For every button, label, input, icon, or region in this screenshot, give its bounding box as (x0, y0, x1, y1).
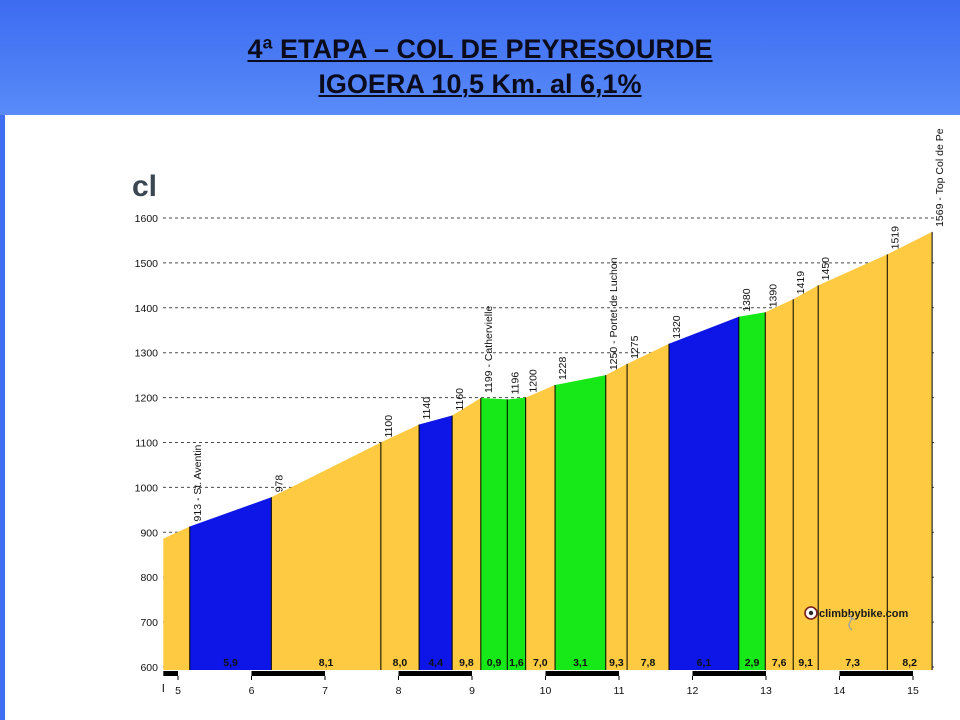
profile-segment (793, 285, 819, 670)
elevation-profile-chart: cl 5,9 8,1 8,0 4,4 9,8 0,9 1,6 7,0 3,1 9,3 7,8 6,1 2… (132, 128, 946, 697)
segment-grade-label: 9,8 (459, 657, 474, 669)
profile-segment (555, 375, 606, 670)
point-label: 1419 (795, 271, 807, 295)
logo-fragment-text: cl (132, 170, 157, 203)
point-label: 1100 (383, 415, 395, 438)
point-label: 1199 - Cathervielle (483, 306, 495, 394)
x-tick-label: 14 (834, 685, 846, 697)
y-tick-label: 1200 (135, 393, 159, 405)
y-tick-label: 1600 (135, 213, 159, 225)
point-label: 1519 (889, 226, 901, 250)
y-tick-label: 600 (140, 662, 158, 674)
profile-segment (887, 231, 933, 670)
segment-grade-label: 7,8 (641, 657, 656, 669)
segment-grade-label: 4,4 (428, 657, 443, 669)
x-tick-label: 5 (175, 685, 181, 697)
climbbybike-logo-icon-center (808, 610, 814, 616)
point-label: 1380 (741, 288, 753, 312)
x-tick-label: 8 (396, 685, 402, 697)
segment-grade-label: 7,0 (533, 657, 548, 669)
y-tick-label: 700 (140, 617, 158, 629)
profile-segment (627, 343, 669, 670)
profile-segment (480, 398, 508, 670)
x-tick-label: 6 (249, 685, 255, 697)
y-tick-label: 1400 (135, 303, 159, 315)
y-tick-label: 1100 (135, 438, 158, 450)
segment-grade-label: 5,9 (223, 657, 238, 669)
km-scale-bar-segment (251, 671, 325, 676)
km-scale-bar-segment (839, 671, 913, 676)
segment-grade-label: 6,1 (697, 657, 712, 669)
point-label: 978 (273, 475, 285, 493)
profile-segment (419, 415, 453, 670)
profile-segment (452, 398, 481, 670)
segment-grade-label: 9,1 (798, 657, 813, 669)
point-label: 1160 (454, 388, 466, 411)
x-tick-label: 13 (760, 685, 772, 697)
profile-segment (189, 497, 272, 670)
profile-segment (271, 442, 381, 670)
km-scale-bar-segment (163, 671, 178, 676)
x-tick-label: 9 (469, 685, 475, 697)
profile-segment (605, 363, 628, 670)
chart-axes: 600 700 800 900 1000 1100 1200 1300 1400 1500 1600… (135, 213, 919, 697)
segment-grade-label: 3,1 (573, 657, 588, 669)
chart-labels: 5,9 8,1 8,0 4,4 9,8 0,9 1,6 7,0 3,1 9,3 7,8 6,1 2,9 7… (192, 128, 946, 669)
slide-header: 4ª ETAPA – COL DE PEYRESOURDE IGOERA 10,… (0, 0, 960, 115)
slide-title: 4ª ETAPA – COL DE PEYRESOURDE (247, 34, 713, 64)
cyclist-icon (848, 614, 856, 631)
x-tick-label: 15 (907, 685, 919, 697)
y-tick-label: 800 (140, 572, 158, 584)
y-tick-label: 1500 (135, 258, 159, 270)
segment-grade-label: 1,6 (509, 657, 524, 669)
profile-segment (507, 397, 526, 670)
km-scale-bar-segment (398, 671, 472, 676)
x-tick-label: 12 (687, 685, 699, 697)
x-tick-label: 10 (540, 685, 552, 697)
profile-segment (525, 385, 556, 670)
point-label: 1275 (629, 335, 641, 359)
profile-segment (163, 526, 190, 670)
y-tick-label: 1000 (135, 482, 159, 494)
left-accent-bar (0, 115, 5, 720)
segment-grade-label: 8,1 (319, 657, 334, 669)
segment-grade-label: 7,3 (845, 657, 860, 669)
point-label: 1228 (557, 357, 569, 381)
y-tick-label: 1300 (135, 348, 159, 360)
point-label: 1140 (421, 397, 433, 420)
segment-grade-label: 0,9 (487, 657, 502, 669)
segment-grade-label: 7,6 (772, 657, 787, 669)
km-scale-bar-segment (545, 671, 619, 676)
y-tick-label: 900 (140, 527, 158, 539)
segment-grade-label: 9,3 (609, 657, 624, 669)
point-label: 1450 (820, 257, 832, 281)
climbbybike-logo: climbbybike.com (804, 606, 908, 631)
point-label: 1320 (671, 315, 683, 339)
profile-segment (668, 316, 739, 670)
point-label: 1569 - Top Col de Pe (934, 128, 946, 227)
point-label: 1390 (767, 284, 779, 308)
km-scale-bar-segment (692, 671, 766, 676)
profile-fill (163, 231, 933, 670)
segment-grade-label: 8,2 (902, 657, 917, 669)
point-label: 1196 (509, 372, 521, 395)
slide-subtitle: IGOERA 10,5 Km. al 6,1% (318, 69, 642, 99)
profile-segment (765, 299, 794, 670)
segment-grade-label: 2,9 (745, 657, 760, 669)
point-label: 1250 - Portet de Luchon (608, 257, 620, 370)
climbbybike-logo-text: climbbybike.com (819, 608, 908, 620)
x-tick-label: 7 (322, 685, 328, 697)
point-markers (189, 231, 933, 670)
point-label: 913 - St. Aventin (192, 444, 204, 521)
point-label: 1200 (528, 369, 540, 393)
x-tick-label: 11 (614, 685, 625, 697)
segment-grade-label: 8,0 (393, 657, 408, 669)
profile-segment (380, 424, 420, 670)
profile-segment (818, 254, 888, 670)
profile-segment (738, 312, 766, 670)
